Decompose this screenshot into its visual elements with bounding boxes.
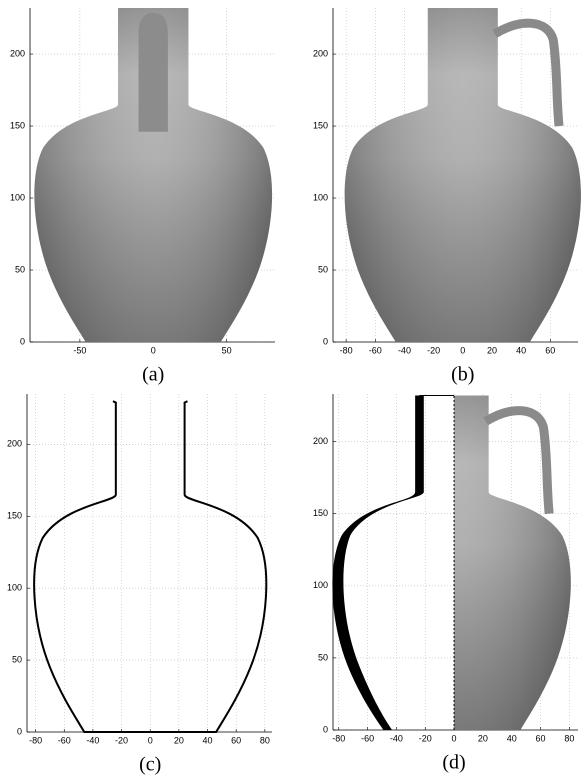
y-tick-label: 50 xyxy=(318,652,328,662)
y-tick-label: 150 xyxy=(313,508,328,518)
x-tick-label: -40 xyxy=(390,733,403,743)
x-tick-label: 20 xyxy=(174,735,184,745)
y-tick-label: 100 xyxy=(7,583,22,593)
y-tick-label: 50 xyxy=(12,654,22,664)
x-tick-label: 80 xyxy=(260,735,270,745)
x-tick-label: -60 xyxy=(361,733,374,743)
panel: -80 -60 -40 -20 0 20 40 60 80 0 50 100 150 200 xyxy=(7,394,272,745)
x-tick-label: -80 xyxy=(332,733,345,743)
jug-half xyxy=(332,395,570,730)
panel-label: (d) xyxy=(442,752,465,774)
y-tick-label: 100 xyxy=(313,580,328,590)
x-tick-label: 60 xyxy=(536,733,546,743)
y-tick-label: 0 xyxy=(20,336,25,346)
x-tick-label: 40 xyxy=(516,345,526,355)
figure: -50050050100150200 -80-60-40-20020406005… xyxy=(0,0,586,782)
panel-label: (b) xyxy=(451,364,474,386)
x-tick-label: 20 xyxy=(478,733,488,743)
x-tick-label: 40 xyxy=(507,733,517,743)
x-tick-label: -80 xyxy=(29,735,42,745)
x-tick-label: 20 xyxy=(487,345,497,355)
x-tick-label: 50 xyxy=(222,345,232,355)
x-tick-label: -80 xyxy=(340,345,353,355)
y-tick-label: 0 xyxy=(323,336,328,346)
x-tick-label: -20 xyxy=(419,733,432,743)
x-tick-label: 0 xyxy=(151,345,156,355)
y-tick-label: 50 xyxy=(15,264,25,274)
y-tick-label: 200 xyxy=(10,48,25,58)
x-tick-label: -20 xyxy=(427,345,440,355)
x-tick-label: 60 xyxy=(545,345,555,355)
x-tick-label: 0 xyxy=(452,733,457,743)
y-tick-label: 100 xyxy=(313,192,328,202)
x-tick-label: -40 xyxy=(86,735,99,745)
x-tick-label: 0 xyxy=(460,345,465,355)
y-tick-label: 100 xyxy=(10,192,25,202)
x-tick-label: -60 xyxy=(369,345,382,355)
x-tick-label: 60 xyxy=(231,735,241,745)
y-tick-label: 150 xyxy=(313,120,328,130)
x-tick-label: -60 xyxy=(58,735,71,745)
x-tick-label: 80 xyxy=(564,733,574,743)
x-tick-label: -20 xyxy=(115,735,128,745)
y-tick-label: 200 xyxy=(313,48,328,58)
y-tick-label: 150 xyxy=(10,120,25,130)
y-tick-label: 200 xyxy=(313,436,328,446)
y-tick-label: 0 xyxy=(17,726,22,736)
jug-render xyxy=(345,8,581,342)
panel-label: (c) xyxy=(139,754,161,776)
y-tick-label: 150 xyxy=(7,511,22,521)
jug-render xyxy=(34,8,272,342)
x-tick-label: 40 xyxy=(203,735,213,745)
x-tick-label: -50 xyxy=(73,345,86,355)
y-tick-label: 0 xyxy=(323,724,328,734)
panel-label: (a) xyxy=(142,364,164,386)
y-tick-label: 50 xyxy=(318,264,328,274)
y-tick-label: 200 xyxy=(7,439,22,449)
x-tick-label: -40 xyxy=(398,345,411,355)
x-tick-label: 0 xyxy=(148,735,153,745)
